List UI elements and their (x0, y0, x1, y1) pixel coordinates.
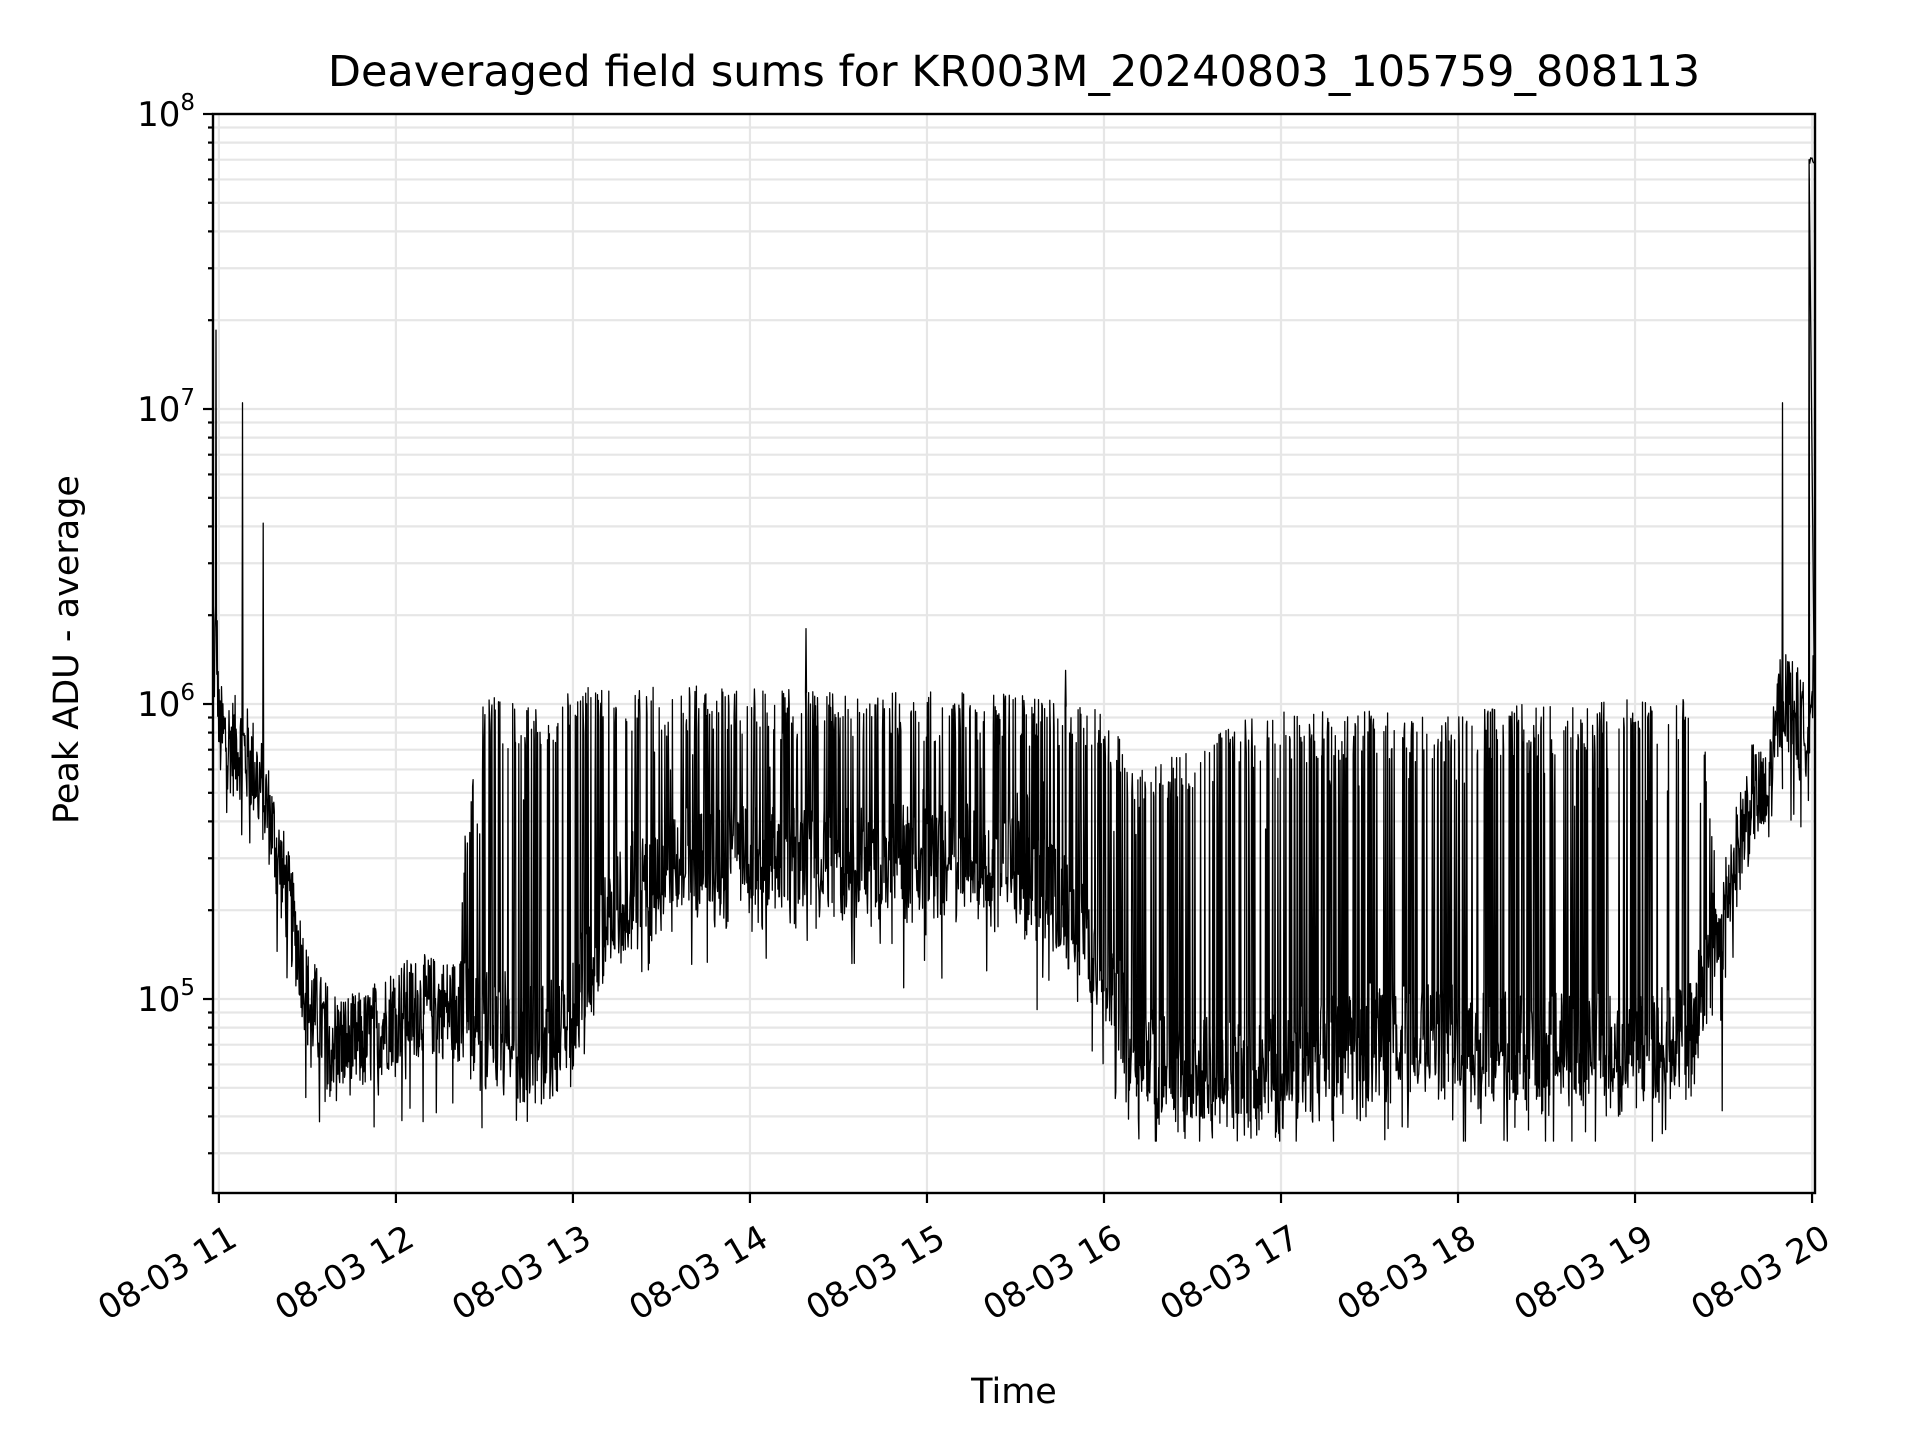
plot-area (212, 157, 1816, 1142)
y-axis-label: Peak ADU - average (47, 475, 87, 824)
series-line (212, 157, 1816, 1142)
y-tick-label: 108 (137, 90, 195, 135)
x-axis-label: Time (970, 1372, 1057, 1412)
y-tick-label: 106 (137, 680, 195, 725)
y-axis: 105 106 107 108 (137, 90, 213, 1155)
y-tick-label: 105 (137, 975, 195, 1020)
y-tick-label: 107 (137, 385, 195, 430)
grid (213, 112, 1815, 1193)
chart-title: Deaveraged field sums for KR003M_2024080… (328, 47, 1700, 97)
plot-frame (211, 112, 1817, 1195)
